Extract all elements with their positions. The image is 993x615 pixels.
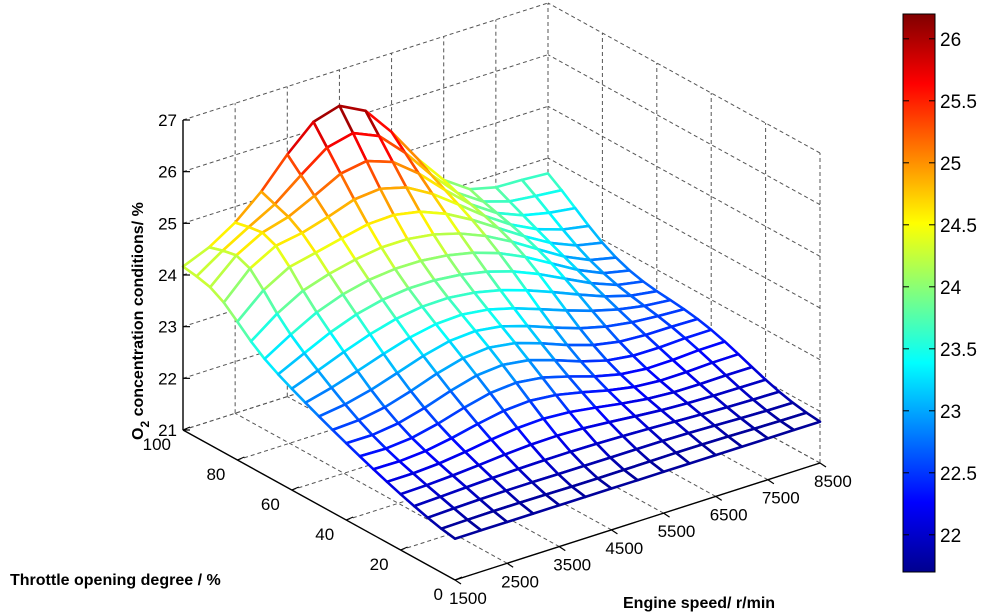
colorbar-tick-label: 24.5 — [940, 216, 977, 237]
y-axis-label: Throttle opening degree / % — [10, 572, 221, 589]
z-tick-label: 22 — [158, 369, 177, 388]
z-tick-label: 27 — [158, 111, 177, 130]
x-tick-label: 3500 — [553, 556, 591, 575]
z-tick-label: 24 — [158, 266, 177, 285]
grid-line — [547, 209, 821, 361]
y-axis-line — [182, 429, 456, 581]
y-tick-label: 40 — [315, 525, 334, 544]
x-axis-label: Engine speed/ r/min — [623, 595, 775, 612]
surface-cell — [440, 518, 483, 541]
z-tick-label: 26 — [158, 163, 177, 182]
x-tick-mark — [558, 546, 566, 552]
grid-line — [234, 412, 508, 564]
colorbar — [902, 13, 936, 573]
x-tick-mark — [819, 462, 827, 468]
y-tick-labels: 0 20 40 60 80 100 — [143, 426, 463, 604]
surface-mesh — [181, 104, 822, 541]
grid-line — [547, 105, 821, 257]
y-tick-label: 100 — [143, 435, 171, 454]
y-tick-mark — [291, 486, 300, 491]
x-tick-mark — [611, 529, 618, 535]
x-tick-mark — [715, 495, 723, 501]
x-axis-line — [454, 462, 821, 581]
grid-line — [182, 2, 549, 121]
x-tick-mark — [767, 479, 775, 485]
colorbar-tick-label: 25 — [940, 154, 961, 175]
y-tick-label: 20 — [370, 555, 389, 574]
grid-line — [547, 2, 821, 154]
colorbar-ticks: 22 22.5 23 23.5 24 24.5 25 25.5 26 — [903, 30, 977, 547]
y-tick-mark — [400, 546, 408, 551]
colorbar-tick-label: 24 — [940, 278, 962, 299]
colorbar-tick-label: 26 — [940, 30, 961, 51]
y-tick-label: 0 — [434, 585, 443, 604]
x-tick-labels: 1500 2500 3500 4500 5500 6500 7500 8500 — [449, 462, 852, 608]
z-tick-label: 23 — [158, 318, 177, 337]
colorbar-tick-label: 22 — [940, 526, 961, 547]
z-tick-label: 25 — [158, 214, 177, 233]
z-tick-label: 21 — [158, 421, 177, 440]
z-axis-label: O2 concentration conditions/ % — [130, 202, 152, 440]
z-tick-labels: 21 22 23 24 25 26 27 — [158, 111, 190, 440]
grid-line — [547, 157, 821, 309]
x-tick-label: 5500 — [658, 522, 696, 541]
y-tick-mark — [237, 456, 245, 461]
y-tick-mark — [345, 516, 354, 521]
x-tick-label: 1500 — [449, 589, 487, 608]
x-tick-label: 6500 — [710, 505, 748, 524]
y-tick-mark — [454, 576, 463, 581]
y-tick-label: 60 — [261, 495, 280, 514]
x-tick-mark — [454, 579, 462, 585]
x-tick-mark — [506, 562, 514, 568]
y-tick-label: 80 — [206, 465, 225, 484]
x-tick-label: 2500 — [501, 572, 539, 591]
colorbar-tick-label: 23 — [940, 402, 961, 423]
x-tick-label: 8500 — [814, 472, 852, 491]
colorbar-tick-label: 25.5 — [940, 92, 977, 113]
x-tick-mark — [663, 512, 670, 518]
grid-line — [547, 54, 821, 206]
colorbar-tick-label: 22.5 — [940, 464, 977, 485]
colorbar-tick-label: 23.5 — [940, 340, 977, 361]
x-tick-label: 4500 — [605, 539, 643, 558]
x-tick-label: 7500 — [762, 489, 800, 508]
